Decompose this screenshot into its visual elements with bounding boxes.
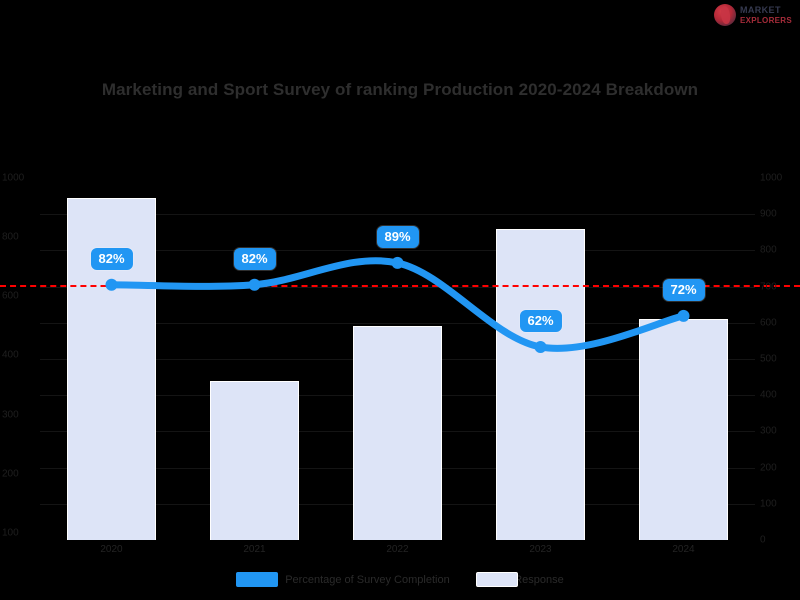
data-point-2021 (248, 278, 261, 291)
x-tick-2023: 2023 (529, 544, 552, 555)
x-tick-2021: 2021 (243, 544, 266, 555)
legend-swatch-bar (475, 572, 518, 587)
chart-title: Marketing and Sport Survey of ranking Pr… (101, 80, 699, 99)
y-tick-right: 800 (760, 244, 777, 256)
bar-2022 (353, 326, 442, 540)
y-tick-right: 900 (760, 208, 777, 220)
data-point-2024 (677, 309, 690, 322)
y-tick-left: 100 (2, 527, 19, 539)
y-tick-right: 400 (760, 389, 777, 401)
bar-2023 (496, 228, 585, 540)
legend-item-1[interactable]: Rate of Response (475, 572, 564, 587)
x-tick-2022: 2022 (386, 544, 409, 555)
point-label-2020: 82% (90, 247, 133, 270)
logo-line-2: EXPLORERS (739, 15, 792, 25)
legend-item-0[interactable]: Percentage of Survey Completion (236, 572, 450, 587)
point-label-2021: 82% (233, 247, 276, 270)
y-tick-right: 700 (760, 281, 777, 293)
y-tick-right: 200 (760, 462, 777, 474)
brand-logo: MARKET EXPLORERS (713, 4, 792, 26)
point-label-2022: 89% (376, 225, 419, 248)
x-tick-2020: 2020 (100, 544, 123, 555)
logo-line-1: MARKET (739, 4, 781, 15)
data-point-2020 (105, 278, 118, 291)
x-tick-2024: 2024 (672, 544, 695, 555)
y-tick-left: 400 (2, 349, 19, 361)
line-series (105, 256, 690, 353)
point-label-2023: 62% (519, 309, 562, 332)
gridline (40, 322, 755, 324)
y-tick-left: 300 (2, 409, 19, 420)
chart-legend: Percentage of Survey Completion Rate of R… (0, 572, 800, 587)
y-tick-left: 600 (2, 290, 19, 302)
line-path (108, 257, 687, 352)
y-tick-right: 600 (760, 317, 777, 329)
y-tick-left: 200 (2, 468, 19, 480)
bar-2021 (210, 380, 299, 540)
legend-swatch-line (236, 572, 279, 587)
target-reference-line (0, 284, 800, 287)
y-tick-right: 500 (760, 353, 777, 365)
gridline (40, 250, 755, 252)
y-tick-left: 1000 (2, 172, 25, 184)
y-tick-right: 1000 (760, 172, 783, 184)
point-label-2024: 72% (662, 278, 705, 301)
plot-area: 82% 82% 89% 62% 72% (0, 178, 800, 540)
gridline (40, 214, 755, 216)
data-point-2022 (391, 256, 404, 269)
legend-label: Percentage of Survey Completion (285, 573, 450, 586)
y-tick-right: 0 (760, 534, 766, 546)
gridline (40, 286, 755, 288)
logo-wordmark: MARKET EXPLORERS (739, 4, 792, 25)
y-tick-left: 800 (2, 231, 19, 243)
y-tick-right: 100 (760, 498, 777, 510)
logo-mark-icon (713, 4, 736, 26)
bar-2024 (639, 319, 728, 540)
data-point-2023 (534, 340, 547, 353)
y-tick-right: 300 (760, 425, 777, 437)
